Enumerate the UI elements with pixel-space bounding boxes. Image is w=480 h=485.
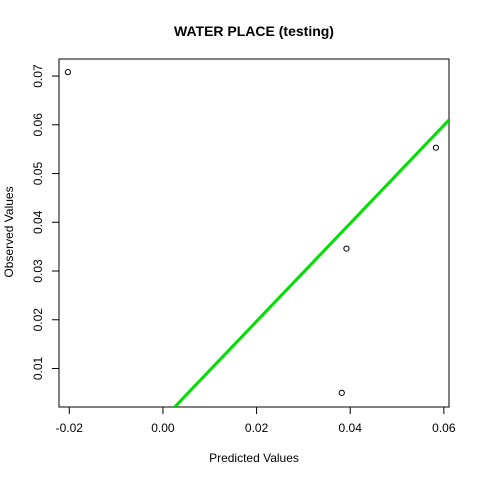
x-tick-label: 0.06 (432, 421, 456, 435)
plot-frame (58, 58, 450, 408)
y-tick-label: 0.03 (31, 259, 45, 283)
data-point (432, 144, 439, 151)
y-tick-label: 0.01 (31, 356, 45, 380)
x-tick-label: -0.02 (56, 421, 84, 435)
y-axis-label: Observed Values (2, 186, 16, 277)
data-point (64, 69, 71, 76)
chart-title: WATER PLACE (testing) (174, 23, 334, 39)
y-tick-label: 0.06 (31, 113, 45, 137)
data-point (338, 389, 345, 396)
y-tick-label: 0.04 (31, 210, 45, 234)
x-tick-label: 0.02 (245, 421, 269, 435)
x-tick-label: 0.00 (151, 421, 175, 435)
plot-area: -0.02 0.00 0.02 0.04 0.06 0.01 0.02 0.03 0.04 0.0… (31, 58, 456, 435)
data-point (343, 245, 350, 252)
y-tick-label: 0.02 (31, 308, 45, 332)
x-axis-label: Predicted Values (209, 451, 299, 465)
x-tick-label: 0.04 (339, 421, 363, 435)
y-tick-label: 0.05 (31, 162, 45, 186)
fit-line (173, 118, 449, 407)
y-tick-label: 0.07 (31, 64, 45, 88)
